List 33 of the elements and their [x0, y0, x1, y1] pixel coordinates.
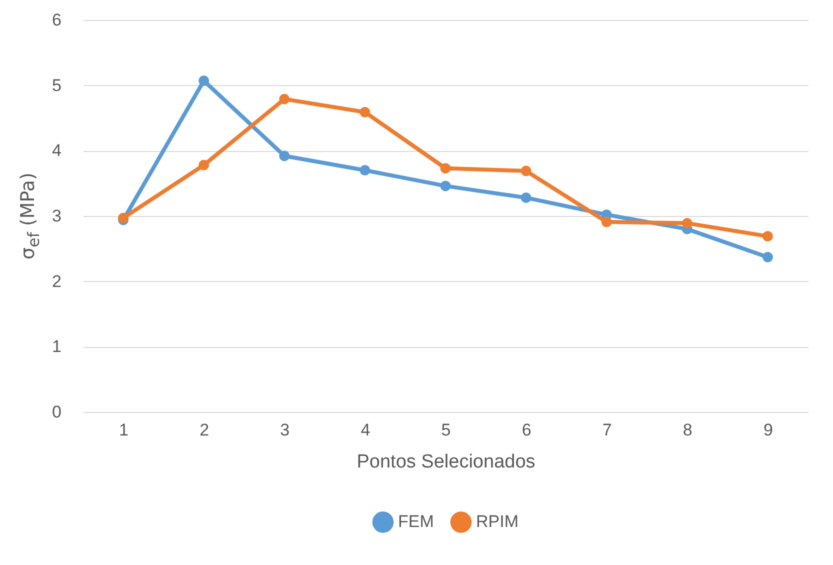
legend-label: FEM [398, 512, 434, 532]
point [360, 165, 370, 176]
point [440, 180, 451, 192]
x-tick-label: 1 [119, 420, 129, 440]
y-tick-label: 6 [52, 10, 62, 30]
y-tick-label: 0 [52, 402, 62, 422]
x-axis-title: Pontos Selecionados [356, 452, 536, 472]
y-tick-label: 3 [52, 206, 62, 226]
point [762, 252, 773, 262]
point [279, 94, 290, 104]
x-tick-label: 2 [200, 420, 210, 440]
point [279, 150, 290, 162]
point [520, 192, 532, 203]
x-tick-label: 9 [763, 420, 773, 440]
point [360, 106, 370, 118]
x-tick-label: 4 [360, 420, 370, 440]
x-tick-label: 7 [602, 420, 612, 440]
x-tick-label: 5 [441, 420, 451, 440]
y-tick-label: 5 [52, 76, 62, 95]
point [440, 163, 451, 174]
point [682, 218, 692, 228]
y-tick-label: 2 [52, 272, 62, 291]
point [198, 160, 210, 170]
point [198, 76, 210, 86]
point [762, 231, 773, 242]
y-tick-label: 4 [52, 141, 62, 160]
x-tick-label: 3 [280, 420, 290, 440]
point [520, 166, 532, 176]
x-tick-label: 6 [522, 420, 532, 440]
point [601, 216, 612, 228]
legend-label: RPIM [476, 512, 518, 532]
x-tick-label: 8 [682, 420, 692, 440]
y-tick-label: 1 [52, 337, 62, 356]
